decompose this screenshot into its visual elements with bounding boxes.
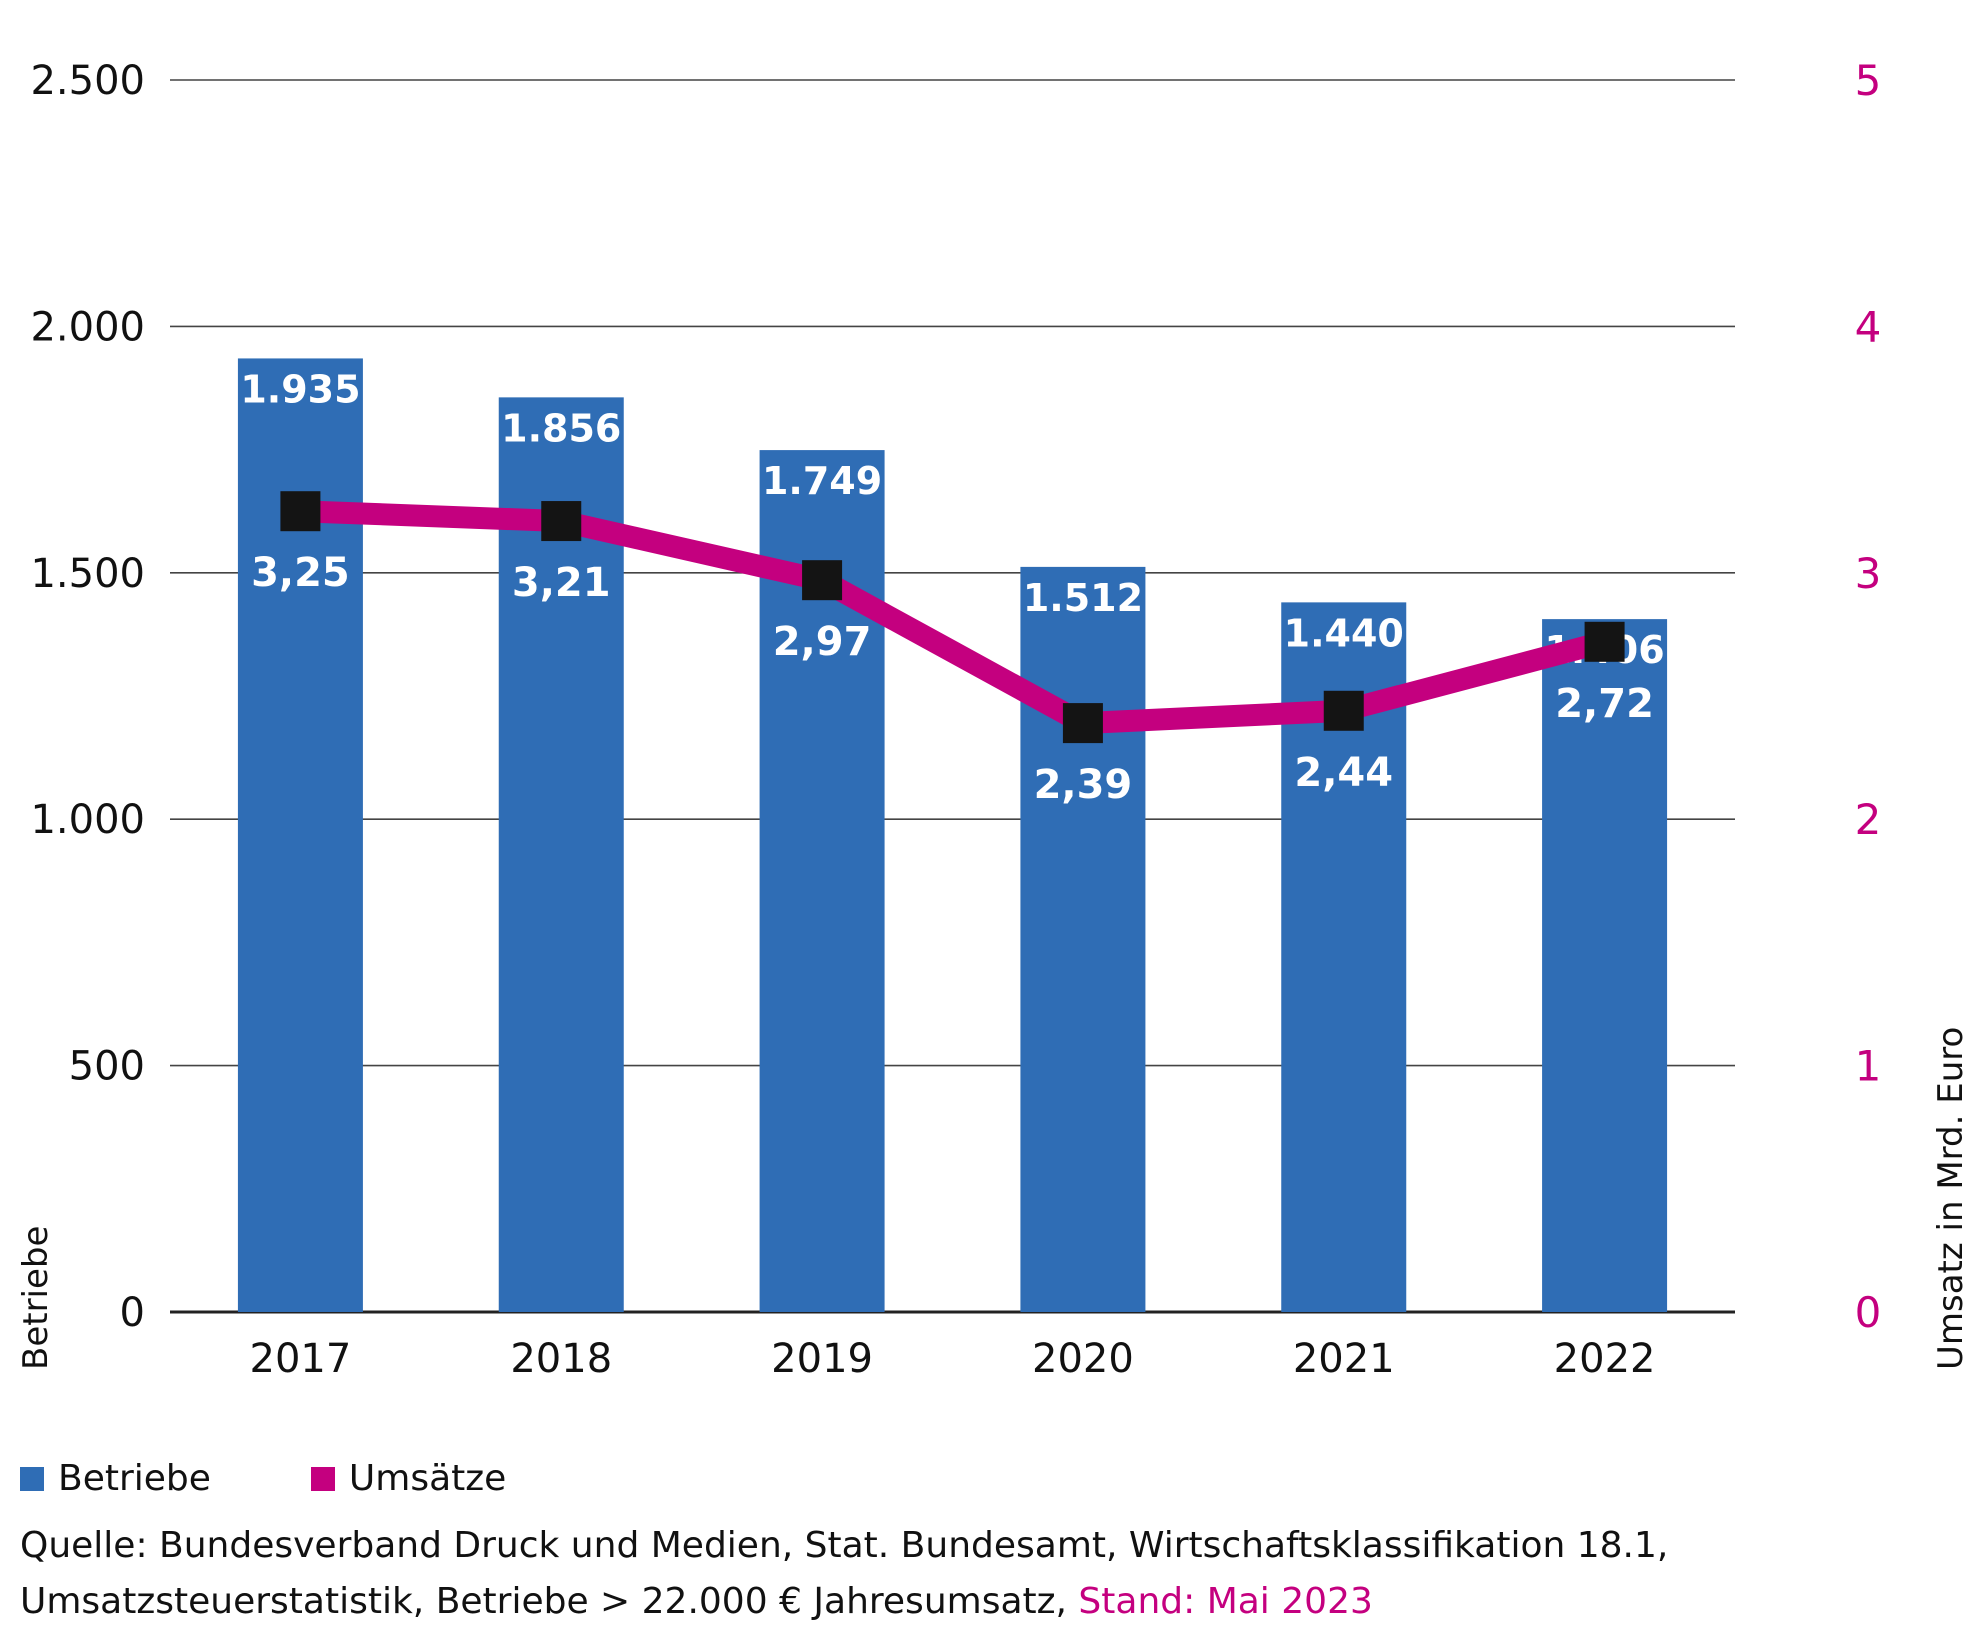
tick-labels: 0 500 1.000 1.500 2.000 2.500 0 1 2 3 4 5 2017 2018 20… <box>30 56 1881 1382</box>
x-tick-label: 2019 <box>771 1336 873 1382</box>
y-left-tick-label: 0 <box>120 1290 145 1336</box>
point-marker <box>1584 621 1625 662</box>
y-left-tick-label: 2.500 <box>30 58 145 104</box>
point-value-label: 3,21 <box>512 560 611 606</box>
bar-value-label: 1.856 <box>501 406 621 450</box>
y-right-tick-label: 3 <box>1855 549 1882 598</box>
series-line <box>300 500 1608 735</box>
point-marker <box>541 501 582 542</box>
source-note: Quelle: Bundesverband Druck und Medien, … <box>20 1518 1920 1630</box>
y-right-tick-label: 1 <box>1855 1042 1882 1091</box>
source-date: Stand: Mai 2023 <box>1078 1581 1373 1622</box>
point-value-label: 2,44 <box>1294 750 1393 796</box>
legend-label-umsaetze: Umsätze <box>348 1458 507 1499</box>
y-axis-right-title: Umsatz in Mrd. Euro <box>1931 1027 1971 1370</box>
bar <box>1542 619 1668 1312</box>
y-left-tick-label: 2.000 <box>30 304 145 350</box>
y-left-tick-label: 1.000 <box>30 797 145 843</box>
y-right-tick-label: 5 <box>1855 56 1882 105</box>
bar-value-label: 1.440 <box>1284 611 1404 655</box>
legend-swatch-umsaetze <box>310 1466 335 1491</box>
legend: Betriebe Umsätze <box>20 1458 506 1499</box>
legend-item-umsaetze: Umsätze <box>310 1458 507 1499</box>
x-tick-label: 2017 <box>250 1336 352 1382</box>
bar <box>1020 566 1146 1312</box>
source-line-2-main: Umsatzsteuerstatistik, Betriebe > 22.000… <box>20 1581 1079 1622</box>
y-left-tick-label: 500 <box>69 1044 145 1090</box>
revenue-line-layer: 3,25 3,21 2,97 2,39 2,44 2,72 <box>251 491 1654 808</box>
point-marker <box>1062 703 1103 744</box>
bar-value-label: 1.749 <box>762 459 882 503</box>
point-value-label: 2,97 <box>773 619 872 665</box>
y-axis-left-title: Betriebe <box>16 1226 56 1370</box>
x-tick-label: 2020 <box>1032 1336 1134 1382</box>
y-right-tick-label: 2 <box>1855 795 1882 844</box>
legend-label-betriebe: Betriebe <box>58 1458 211 1499</box>
point-marker <box>1323 690 1364 731</box>
y-right-tick-label: 0 <box>1855 1288 1882 1337</box>
point-marker <box>802 560 843 601</box>
bar-value-label: 1.935 <box>240 367 360 411</box>
point-value-label: 2,39 <box>1034 762 1133 808</box>
point-value-label: 3,25 <box>251 550 350 596</box>
source-line-2: Umsatzsteuerstatistik, Betriebe > 22.000… <box>20 1574 1920 1630</box>
source-line-1: Quelle: Bundesverband Druck und Medien, … <box>20 1525 1669 1566</box>
bar-value-label: 1.512 <box>1023 576 1143 620</box>
legend-swatch-betriebe <box>20 1466 44 1491</box>
x-tick-label: 2021 <box>1293 1336 1395 1382</box>
y-left-tick-label: 1.500 <box>30 551 145 597</box>
point-value-label: 2,72 <box>1555 681 1654 727</box>
bar <box>498 397 624 1313</box>
x-tick-label: 2018 <box>510 1336 612 1382</box>
x-tick-label: 2022 <box>1554 1336 1656 1382</box>
point-marker <box>280 491 321 532</box>
y-right-tick-label: 4 <box>1855 302 1882 351</box>
grid-lines <box>170 79 1735 1314</box>
legend-item-betriebe: Betriebe <box>20 1458 211 1499</box>
